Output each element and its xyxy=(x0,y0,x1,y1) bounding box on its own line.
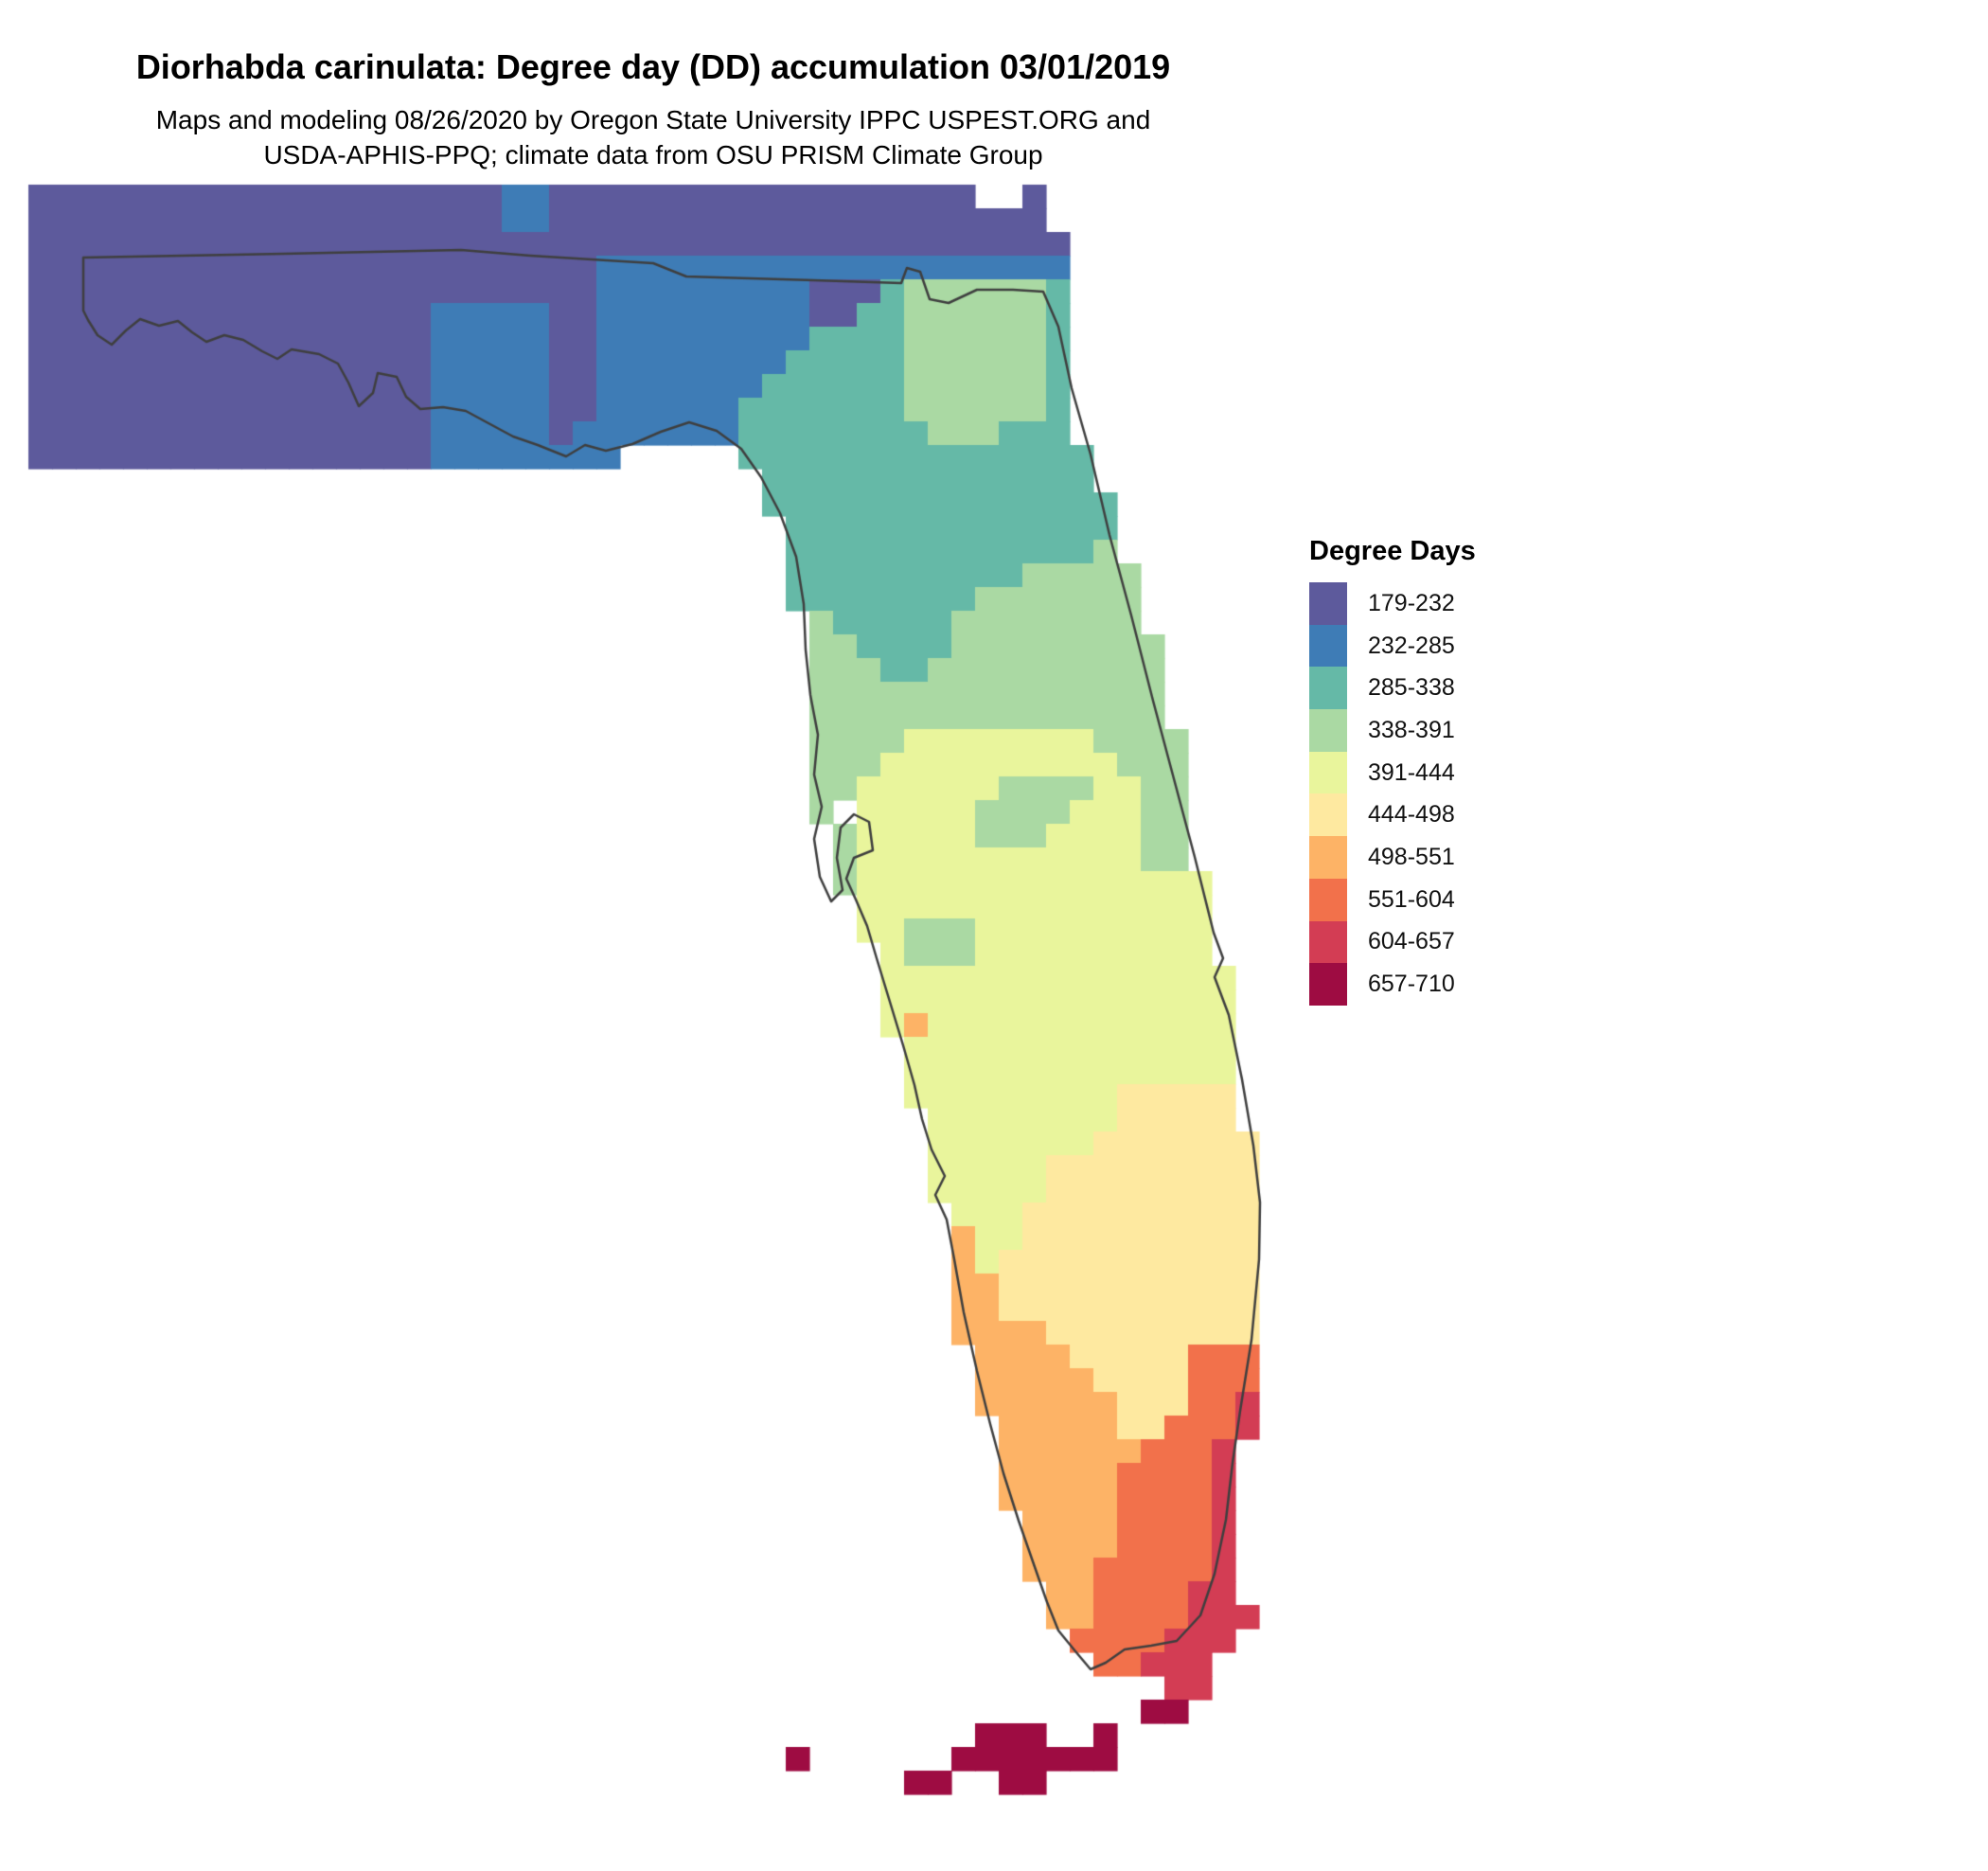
legend-label: 657-710 xyxy=(1368,971,1455,998)
legend-swatch xyxy=(1309,920,1347,964)
legend-label: 551-604 xyxy=(1368,885,1455,913)
legend-title: Degree Days xyxy=(1309,536,1476,566)
legend-label: 391-444 xyxy=(1368,758,1455,786)
legend-item: 285-338 xyxy=(1309,667,1476,710)
legend-swatch xyxy=(1309,624,1347,668)
legend-item: 444-498 xyxy=(1309,793,1476,837)
legend-label: 285-338 xyxy=(1368,674,1455,702)
legend-swatch xyxy=(1309,963,1347,1006)
legend-swatch xyxy=(1309,836,1347,879)
legend-item: 551-604 xyxy=(1309,878,1476,921)
legend-item: 498-551 xyxy=(1309,836,1476,879)
degree-days-legend: Degree Days 179-232 232-285 285-338 338-391… xyxy=(1309,536,1476,1006)
legend-label: 338-391 xyxy=(1368,716,1455,743)
legend-item: 604-657 xyxy=(1309,920,1476,964)
legend-item: 391-444 xyxy=(1309,751,1476,794)
legend-label: 444-498 xyxy=(1368,801,1455,829)
legend-swatch xyxy=(1309,709,1347,752)
legend-label: 232-285 xyxy=(1368,632,1455,659)
legend-items: 179-232 232-285 285-338 338-391 391-444 444-4… xyxy=(1309,582,1476,1006)
legend-label: 604-657 xyxy=(1368,928,1455,955)
legend-item: 657-710 xyxy=(1309,963,1476,1006)
legend-swatch xyxy=(1309,582,1347,625)
legend-label: 179-232 xyxy=(1368,589,1455,616)
page-subtitle: Maps and modeling 08/26/2020 by Oregon S… xyxy=(0,102,1306,172)
legend-swatch xyxy=(1309,667,1347,710)
legend-label: 498-551 xyxy=(1368,843,1455,870)
subtitle-line-2: USDA-APHIS-PPQ; climate data from OSU PR… xyxy=(263,140,1043,169)
legend-item: 232-285 xyxy=(1309,624,1476,668)
legend-swatch xyxy=(1309,878,1347,921)
legend-item: 338-391 xyxy=(1309,709,1476,752)
legend-swatch xyxy=(1309,793,1347,837)
page-title: Diorhabda carinulata: Degree day (DD) ac… xyxy=(135,47,1171,86)
legend-swatch xyxy=(1309,751,1347,794)
legend-item: 179-232 xyxy=(1309,582,1476,625)
subtitle-line-1: Maps and modeling 08/26/2020 by Oregon S… xyxy=(155,105,1151,134)
